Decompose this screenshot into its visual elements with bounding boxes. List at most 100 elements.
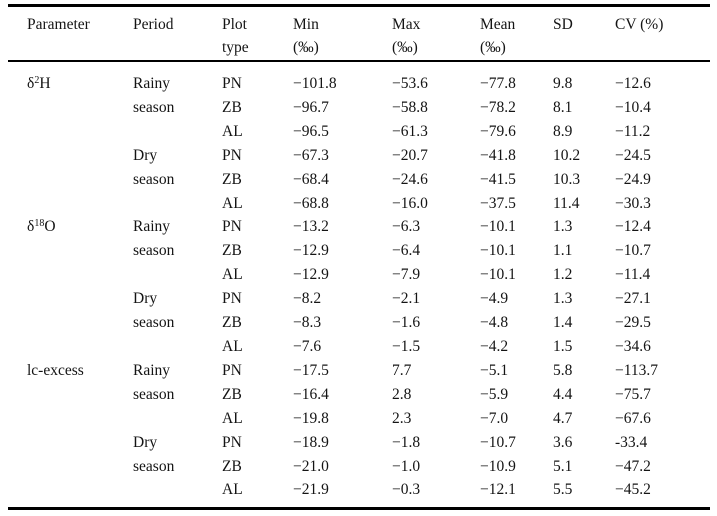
- cell-parameter: δ18O: [8, 215, 133, 239]
- parameter-tail: H: [39, 75, 51, 92]
- header-label: Period: [133, 16, 174, 33]
- cell-max: 7.7: [392, 361, 412, 379]
- cell-plot-type: AL: [222, 409, 243, 427]
- cell-max: −58.8: [392, 98, 428, 116]
- cell-mean: −10.7: [480, 433, 516, 451]
- header-label-line2: (‰): [293, 39, 319, 56]
- table-body: δ2H Rainy PN −101.8 −53.6 −77.8 9.8 −12.6 season…: [8, 62, 710, 507]
- cell-cv: −113.7: [615, 361, 659, 379]
- cell-plot-type: ZB: [222, 314, 242, 332]
- cell-sd: 8.1: [553, 98, 573, 116]
- cell-cv: −47.2: [615, 457, 651, 475]
- header-label: Mean: [480, 16, 516, 33]
- header-label: CV (%): [615, 16, 664, 33]
- cell-sd: 5.8: [553, 361, 573, 379]
- cell-mean: −41.5: [480, 170, 516, 188]
- cell-cv: -33.4: [615, 433, 648, 451]
- cell-period: Rainy: [133, 361, 171, 379]
- cell-period: [133, 478, 222, 502]
- cell-max: −20.7: [392, 146, 428, 164]
- cell-mean: −10.9: [480, 457, 516, 475]
- cell-plot-type: AL: [222, 266, 243, 284]
- header-cell-sd: SD: [553, 13, 615, 59]
- table-row: δ18O Rainy PN −13.2 −6.3 −10.1 1.3 −12.4: [8, 215, 710, 239]
- cell-min: −67.3: [293, 146, 329, 164]
- table-row: AL −7.6 −1.5 −4.2 1.5 −34.6: [8, 335, 710, 359]
- header-cell-plot-type: Plot type: [222, 13, 293, 59]
- cell-min: −68.8: [293, 194, 329, 212]
- cell-parameter: [8, 192, 133, 216]
- cell-min: −21.0: [293, 457, 329, 475]
- cell-plot-type: ZB: [222, 98, 242, 116]
- cell-cv: −75.7: [615, 385, 651, 403]
- cell-cv: −27.1: [615, 290, 651, 308]
- table-row: season ZB −21.0 −1.0 −10.9 5.1 −47.2: [8, 455, 710, 479]
- header-cell-mean: Mean (‰): [480, 13, 553, 59]
- cell-sd: 1.2: [553, 266, 573, 284]
- header-label: Min: [293, 16, 319, 33]
- parameter-superscript: 18: [34, 217, 45, 229]
- parameter-base: lc-excess: [27, 361, 84, 379]
- header-label-line2: (‰): [392, 39, 418, 56]
- cell-period: season: [133, 98, 175, 116]
- header-label-line2: type: [222, 39, 249, 56]
- cell-min: −17.5: [293, 361, 329, 379]
- cell-plot-type: ZB: [222, 170, 242, 188]
- cell-mean: −37.5: [480, 194, 516, 212]
- cell-period: season: [133, 242, 175, 260]
- cell-cv: −12.4: [615, 218, 651, 236]
- cell-max: −16.0: [392, 194, 428, 212]
- cell-max: −53.6: [392, 75, 428, 92]
- cell-min: −8.2: [293, 290, 322, 308]
- table-row: Dry PN −8.2 −2.1 −4.9 1.3 −27.1: [8, 287, 710, 311]
- cell-max: −24.6: [392, 170, 428, 188]
- cell-min: −68.4: [293, 170, 329, 188]
- table-row: Dry PN −67.3 −20.7 −41.8 10.2 −24.5: [8, 144, 710, 168]
- cell-sd: 4.7: [553, 409, 573, 427]
- cell-parameter: [8, 120, 133, 144]
- cell-sd: 4.4: [553, 385, 573, 403]
- cell-period: Rainy: [133, 75, 171, 92]
- cell-min: −21.9: [293, 481, 329, 499]
- cell-parameter: [8, 407, 133, 431]
- cell-parameter: δ2H: [8, 72, 133, 96]
- table-row: AL −19.8 2.3 −7.0 4.7 −67.6: [8, 407, 710, 431]
- cell-plot-type: ZB: [222, 457, 242, 475]
- cell-plot-type: ZB: [222, 385, 242, 403]
- cell-parameter: lc-excess: [8, 359, 133, 383]
- cell-max: −7.9: [392, 266, 421, 284]
- cell-mean: −4.9: [480, 290, 509, 308]
- cell-plot-type: PN: [222, 218, 242, 236]
- cell-cv: −11.4: [615, 266, 651, 284]
- cell-parameter: [8, 335, 133, 359]
- cell-max: −1.8: [392, 433, 421, 451]
- header-label-line2: (‰): [480, 39, 506, 56]
- parameter-tail: O: [44, 218, 56, 236]
- cell-plot-type: AL: [222, 337, 243, 355]
- cell-mean: −78.2: [480, 98, 516, 116]
- cell-cv: −11.2: [615, 122, 651, 140]
- cell-parameter: [8, 239, 133, 263]
- cell-period: [133, 407, 222, 431]
- cell-sd: 5.1: [553, 457, 573, 475]
- cell-max: −1.6: [392, 314, 421, 332]
- header-cell-max: Max (‰): [392, 13, 480, 59]
- header-cell-parameter: Parameter: [8, 13, 133, 59]
- cell-plot-type: ZB: [222, 242, 242, 260]
- stats-table: Parameter Period Plot type Min (‰) Max (…: [8, 4, 710, 511]
- cell-parameter: [8, 431, 133, 455]
- cell-min: −96.5: [293, 122, 329, 140]
- header-separator-rule: [8, 60, 710, 62]
- cell-period: Dry: [133, 146, 158, 164]
- cell-parameter: [8, 478, 133, 502]
- header-label: Plot: [222, 16, 247, 33]
- cell-sd: 1.4: [553, 314, 573, 332]
- cell-plot-type: PN: [222, 290, 242, 308]
- cell-plot-type: PN: [222, 146, 242, 164]
- cell-min: −101.8: [293, 75, 337, 92]
- cell-max: −6.4: [392, 242, 421, 260]
- cell-period: [133, 263, 222, 287]
- cell-period: [133, 335, 222, 359]
- cell-parameter: [8, 96, 133, 120]
- cell-period: Rainy: [133, 218, 171, 236]
